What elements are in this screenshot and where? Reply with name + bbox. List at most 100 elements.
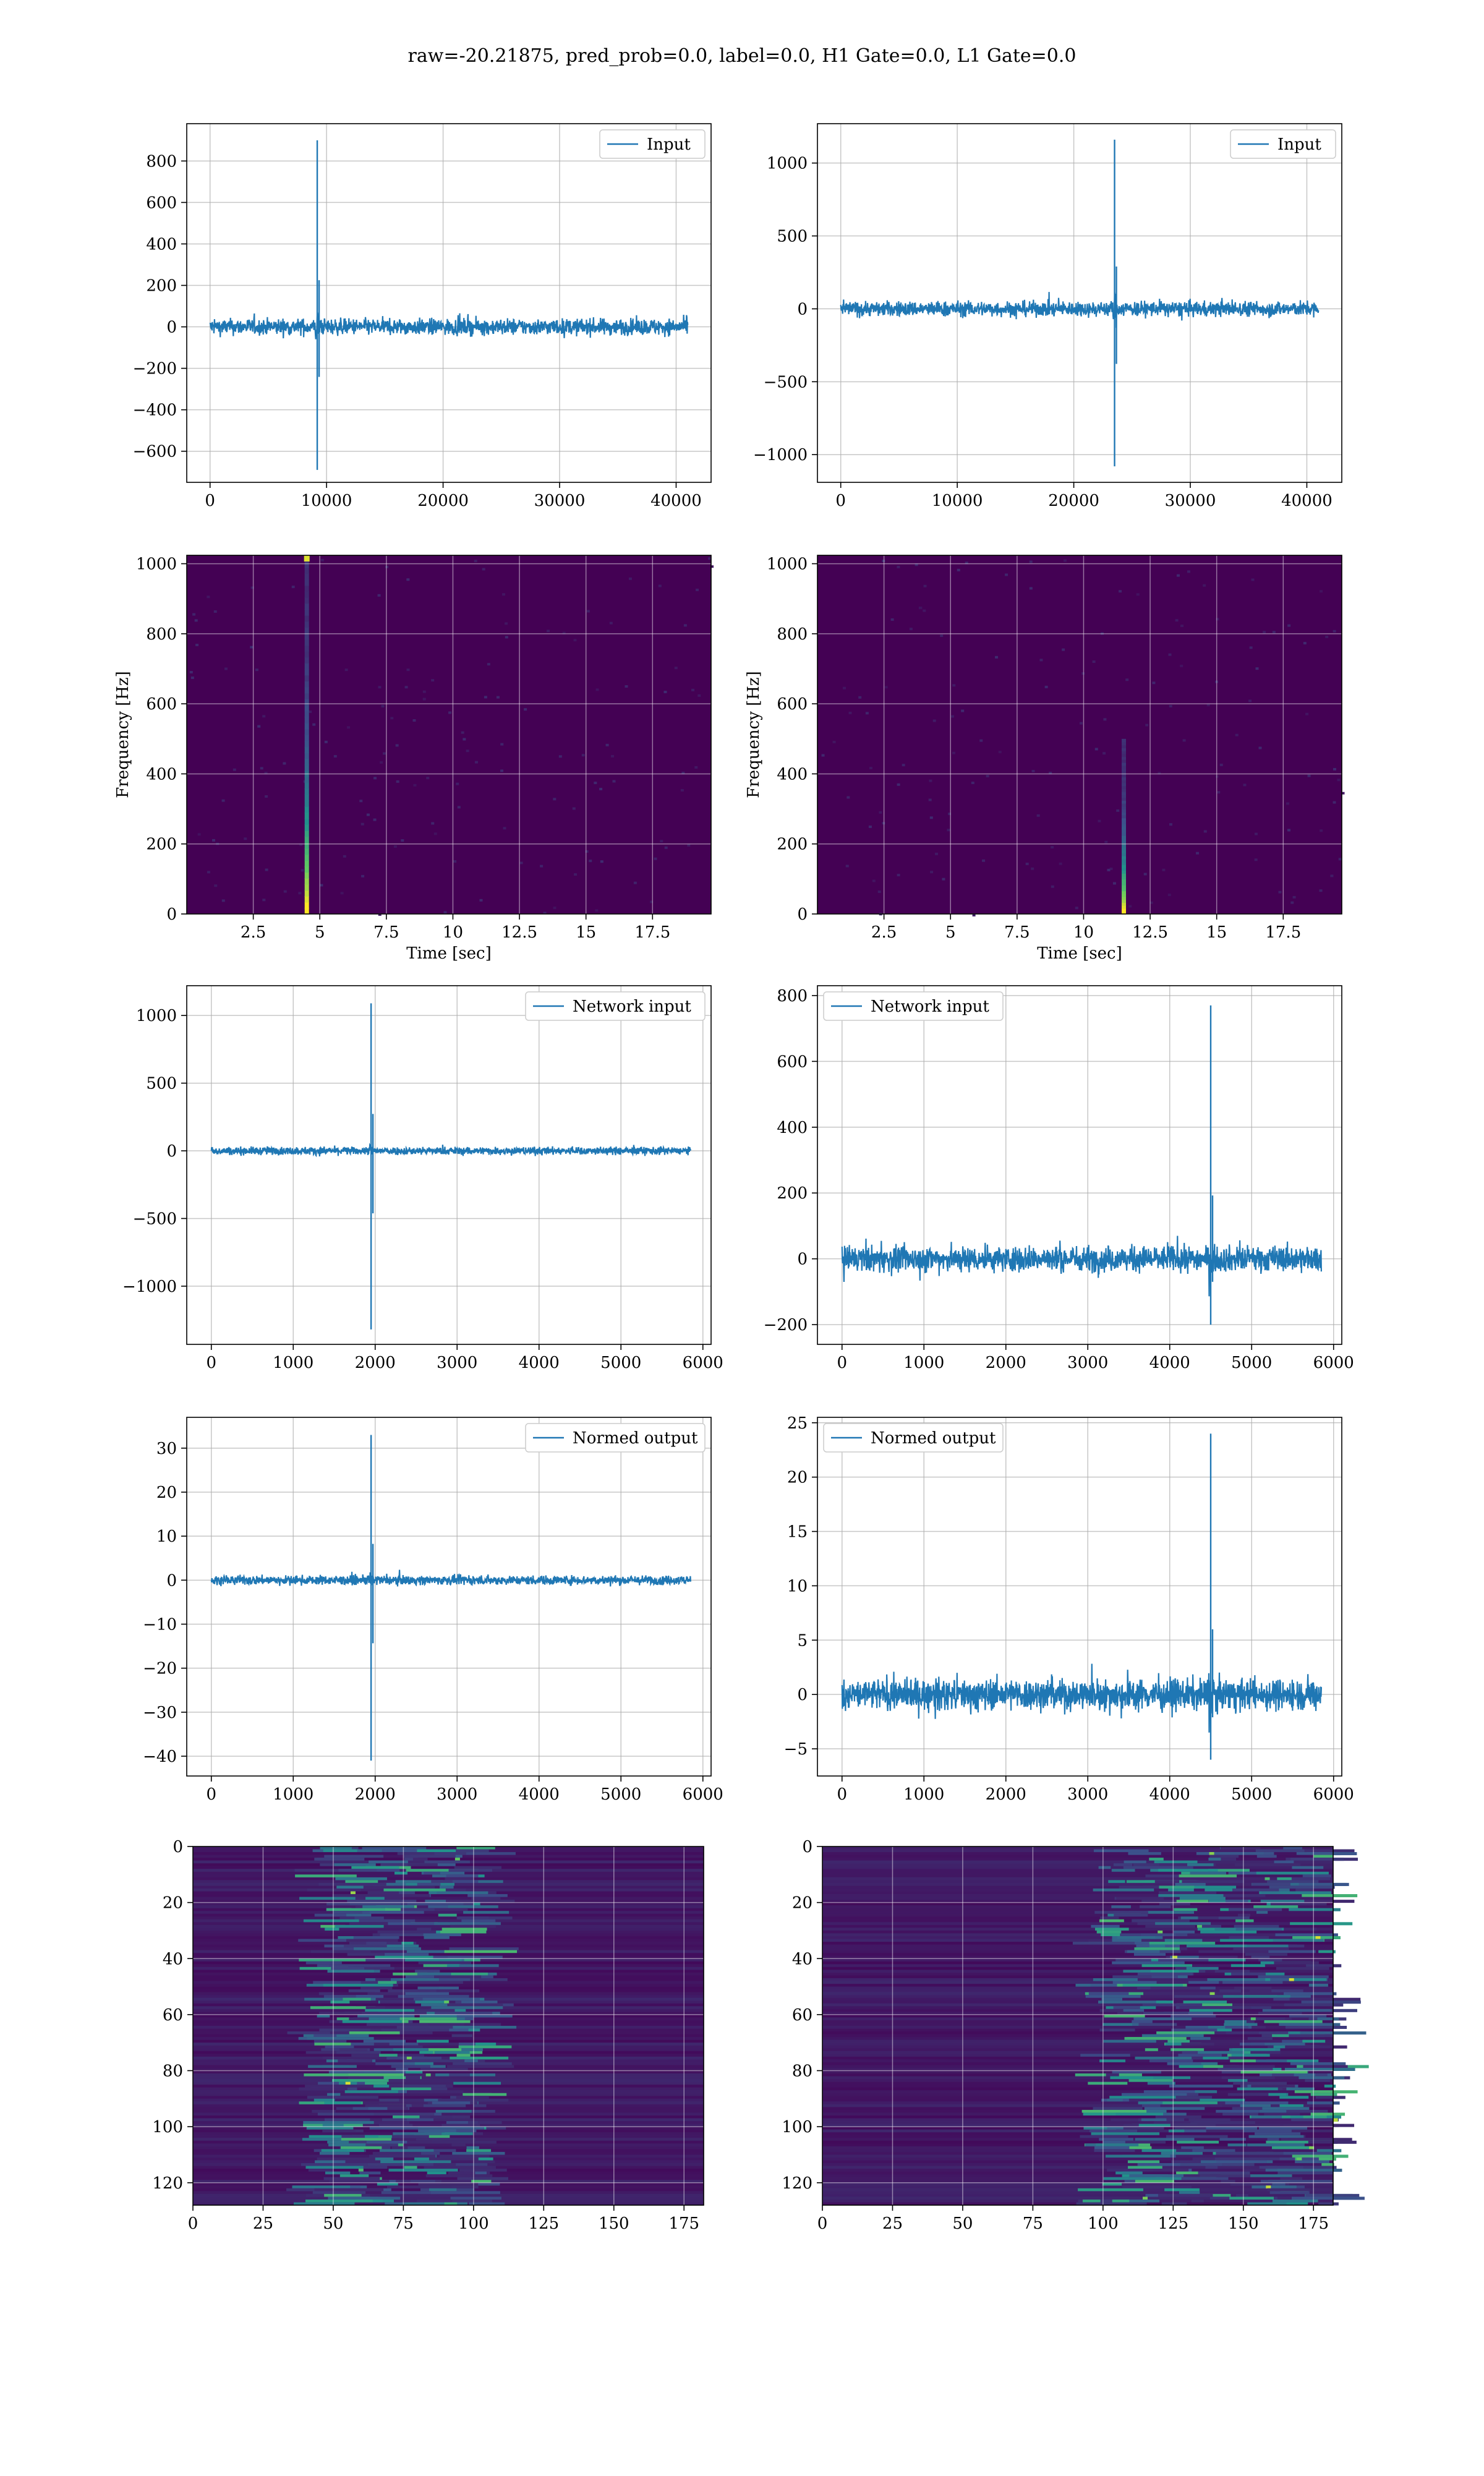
heatmap-cell (193, 2107, 704, 2111)
heatmap-cell (1173, 1930, 1195, 1934)
heatmap-cell (375, 1955, 433, 1959)
heatmap-cell (341, 2138, 392, 2141)
heatmap-cell (1303, 2065, 1348, 2068)
heatmap-cell (339, 1916, 355, 1920)
y-tick-label: 5 (797, 1631, 808, 1650)
heatmap-cell (687, 843, 691, 847)
heatmap-cell (304, 902, 309, 909)
heatmap-cell (822, 2169, 1333, 2172)
heatmap-cell (1310, 2093, 1337, 2096)
x-axis-label: Time [sec] (1037, 944, 1122, 963)
heatmap-cell (822, 2031, 1333, 2035)
heatmap-cell (327, 2140, 349, 2144)
heatmap-cell (320, 1846, 352, 1850)
heatmap-cell (822, 1986, 1333, 1990)
heatmap-cell (250, 646, 254, 649)
heatmap-cell (1230, 1964, 1265, 1968)
heatmap-cell (1164, 1939, 1203, 1942)
heatmap-cell (1123, 1970, 1151, 1973)
heatmap-cell (299, 1897, 356, 1900)
y-tick-label: 0 (166, 905, 177, 924)
heatmap-cell (1231, 1972, 1266, 1976)
heatmap-cell (1260, 1900, 1324, 1903)
heatmap-cell (391, 2087, 432, 2091)
heatmap-cell (417, 1927, 432, 1931)
heatmap-cell (365, 1897, 385, 1900)
heatmap-cell (879, 811, 882, 814)
heatmap-cell (1235, 1919, 1254, 1923)
heatmap-cell (1180, 664, 1183, 667)
heatmap-cell (193, 2081, 704, 2085)
heatmap-cell (459, 2169, 507, 2172)
heatmap-cell (359, 2171, 381, 2175)
heatmap-cell (1240, 2043, 1265, 2046)
heatmap-cell (1235, 2193, 1248, 2197)
heatmap-cell (304, 854, 309, 861)
x-tick-label: 5 (945, 923, 956, 942)
heatmap-cell (1267, 2188, 1310, 2192)
heatmap-cell (1166, 1955, 1238, 1959)
heatmap-cell (1122, 791, 1127, 795)
heatmap-cell (562, 631, 566, 634)
heatmap-cell (1275, 1933, 1338, 1937)
heatmap-cell (318, 1992, 334, 1996)
heatmap-cell (1122, 861, 1127, 865)
heatmap-cell (822, 2087, 1333, 2091)
heatmap-cell (1080, 2054, 1130, 2057)
heatmap-cell (1099, 1919, 1124, 1923)
heatmap-cell (458, 2043, 489, 2046)
heatmap-cell (474, 560, 477, 563)
heatmap-cell (332, 1894, 382, 1898)
heatmap-cell (1209, 1855, 1239, 1858)
heatmap-cell (1101, 1933, 1120, 1937)
heatmap-cell (406, 2056, 412, 2060)
heatmap-cell (1109, 2096, 1176, 2099)
heatmap-cell (386, 2056, 442, 2060)
heatmap-cell (1122, 899, 1127, 903)
heatmap-cell (822, 2034, 1333, 2038)
heatmap-cell (650, 900, 654, 903)
heatmap-cell (314, 2188, 384, 2192)
heatmap-cell (1174, 1908, 1198, 1911)
heatmap-cell (1128, 2166, 1162, 2169)
heatmap-cell (1155, 1905, 1171, 1909)
heatmap-cell (378, 2124, 413, 2127)
heatmap-cell (304, 746, 309, 753)
heatmap-cell (822, 1846, 1333, 1850)
heatmap-cell (1163, 2112, 1187, 2116)
heatmap-cell (299, 1966, 348, 1970)
heatmap-cell (822, 2090, 1333, 2094)
heatmap-cell (1101, 632, 1104, 635)
heatmap-cell (928, 798, 932, 801)
heatmap-cell (423, 1933, 461, 1937)
heatmap-cell (346, 2149, 364, 2153)
heatmap-cell (287, 2031, 352, 2035)
heatmap-cell (347, 1953, 384, 1957)
heatmap-cell (897, 565, 900, 568)
series-line (841, 1236, 1322, 1297)
heatmap-cell (599, 788, 603, 791)
heatmap-cell (1122, 876, 1127, 880)
heatmap-cell (1158, 1958, 1217, 1962)
heatmap-cell (1136, 1975, 1178, 1979)
heatmap-cell (1122, 852, 1127, 856)
heatmap-cell (193, 2096, 704, 2099)
heatmap-cell (845, 864, 849, 868)
y-tick-label: −600 (133, 443, 177, 461)
heatmap-cell (595, 688, 599, 691)
heatmap-cell (1249, 646, 1253, 649)
heatmap-cell (1290, 1858, 1344, 1861)
heatmap-cell (381, 2028, 450, 2032)
heatmap-cell (325, 2171, 351, 2175)
y-tick-label: 800 (146, 625, 177, 644)
heatmap-cell (1100, 2199, 1112, 2203)
heatmap-cell (1324, 2085, 1336, 2088)
x-tick-label: 2000 (355, 1354, 396, 1372)
heatmap-cell (1182, 739, 1186, 742)
heatmap-cell (1036, 814, 1040, 817)
heatmap-cell (822, 2104, 1333, 2107)
heatmap-cell (1177, 2140, 1219, 2144)
heatmap-cell (1122, 745, 1127, 748)
